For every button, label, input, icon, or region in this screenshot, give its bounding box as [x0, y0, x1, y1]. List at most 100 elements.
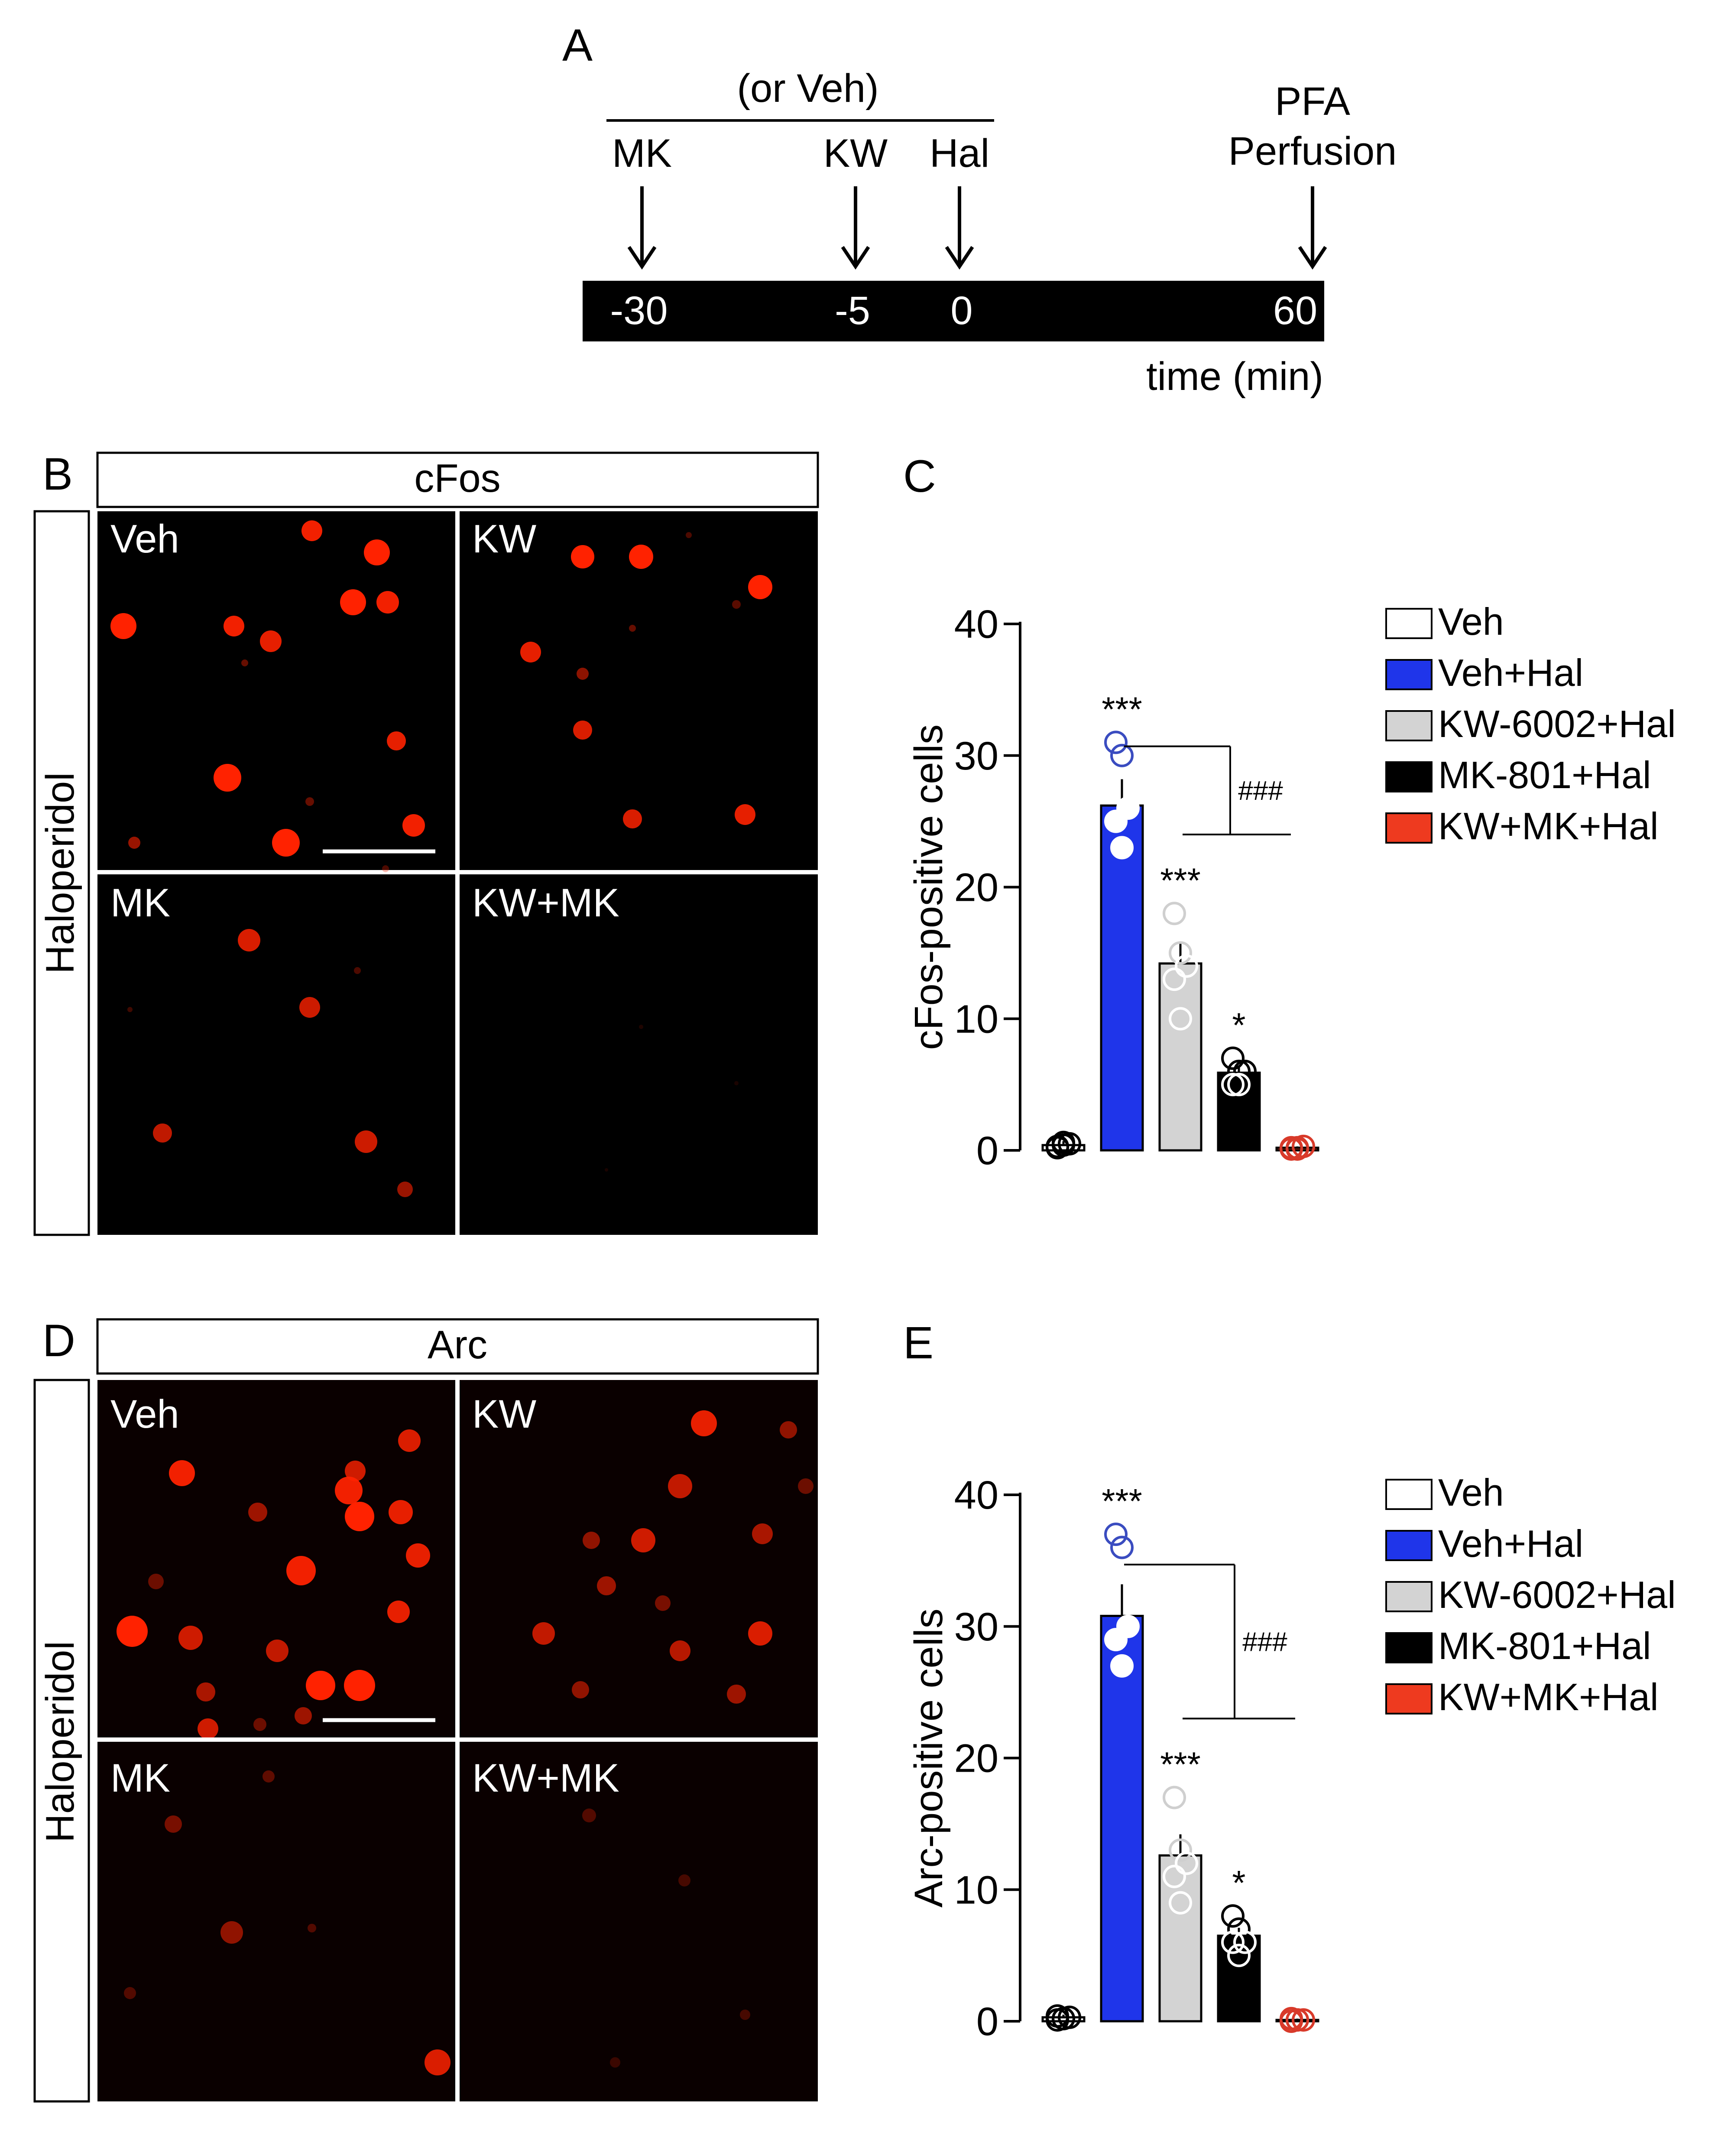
chart-e-legend-label: Veh: [1438, 1471, 1504, 1514]
micro-d-nucleus: [780, 1421, 797, 1438]
micro-d-nucleus: [668, 1474, 692, 1498]
chart-c-y-axis-label: cFos-positive cells: [907, 724, 951, 1050]
micro-b-side-label: Haloperidol: [38, 772, 82, 974]
micro-d-nucleus: [572, 1681, 589, 1698]
chart-c-data-point: [1227, 1059, 1251, 1083]
micro-d-nucleus: [117, 1616, 148, 1647]
chart-c-y-tick-label: 40: [954, 602, 998, 646]
chart-c-data-point: [1233, 1059, 1257, 1083]
chart-e-data-point: [1052, 2007, 1075, 2030]
micro-b-nucleus: [629, 545, 653, 569]
micro-d-nucleus: [727, 1685, 746, 1704]
chart-c-significance-label: ***: [1102, 690, 1142, 728]
chart-e-data-point: [1110, 1536, 1134, 1559]
micro-d-nucleus: [752, 1523, 773, 1544]
micro-d-tile-mk: MK: [110, 1756, 170, 1800]
chart-c-data-point: [1163, 968, 1186, 991]
micro-d-nucleus: [148, 1574, 164, 1589]
micro-d-nucleus: [610, 2057, 620, 2068]
chart-e-legend-label: KW+MK+Hal: [1438, 1675, 1659, 1718]
micro-d-nucleus: [387, 1601, 410, 1623]
micro-b-nucleus: [397, 1182, 413, 1197]
micro-d-header-box: [96, 1318, 819, 1375]
micro-d-nucleus: [748, 1621, 772, 1646]
time-axis-label: time (min): [1146, 354, 1323, 399]
chart-e-data-point: [1169, 1891, 1192, 1915]
micro-d-nucleus: [169, 1460, 195, 1486]
chart-c-legend: Veh Veh+Hal KW-6002+Hal MK-801+Hal KW+MK+Hal: [1385, 600, 1676, 847]
chart-c-bar: [1100, 804, 1144, 1152]
chart-e-data-point: [1227, 1944, 1251, 1968]
micro-b-header: cFos: [414, 456, 500, 500]
micro-d-nucleus: [196, 1682, 215, 1701]
chart-e-legend-swatch: [1385, 1479, 1433, 1510]
micro-d-nucleus: [124, 1987, 136, 1999]
timeline-bar: [583, 281, 1324, 341]
chart-e-significance-label: ***: [1160, 1745, 1200, 1784]
micro-b-nucleus: [734, 1081, 739, 1085]
micro-b-nucleus: [402, 814, 425, 837]
chart-e-data-point: [1233, 1930, 1257, 1954]
micro-d-nucleus: [335, 1477, 363, 1504]
micro-d-nucleus: [295, 1707, 312, 1724]
micro-b-nucleus: [153, 1123, 172, 1143]
micro-d-nucleus: [198, 1718, 218, 1739]
chart-e-legend-swatch: [1385, 1530, 1433, 1561]
chart-c-significance-label: ***: [1160, 861, 1200, 899]
chart-c-y-tick-label: 20: [954, 866, 998, 910]
chart-e-significance-label: ***: [1102, 1482, 1142, 1520]
chart-e-bar: [1100, 1614, 1144, 2023]
panel-letter-e: E: [903, 1318, 933, 1368]
micro-d-nucleus: [220, 1921, 243, 1944]
micro-d-nucleus: [631, 1528, 655, 1552]
panel-d-micrographs: D Arc Haloperidol Veh KW MK KW+MK: [33, 1315, 819, 2103]
micro-d-nucleus: [597, 1576, 616, 1595]
chart-e-bracket-label: ###: [1242, 1627, 1287, 1657]
panel-letter-c: C: [903, 451, 936, 502]
perfusion-label: Perfusion: [1228, 129, 1397, 173]
chart-e-data-point: [1163, 1864, 1186, 1888]
micro-d-nucleus: [655, 1595, 671, 1611]
chart-e-legend-label: MK-801+Hal: [1438, 1624, 1651, 1667]
micro-d-tile-veh: Veh: [110, 1392, 179, 1436]
chart-e-data-point: [1221, 1904, 1245, 1928]
micro-b-nucleus: [686, 532, 692, 538]
micro-b-nucleus: [364, 539, 390, 565]
chart-c-legend-swatch: [1385, 812, 1433, 844]
micro-d-nucleus: [344, 1670, 375, 1701]
micro-b-nucleus: [571, 545, 594, 568]
micro-b-nucleus: [748, 575, 772, 599]
chart-c-y-tick-label: 30: [954, 734, 998, 778]
pfa-label: PFA: [1275, 79, 1350, 123]
chart-c-legend-swatch: [1385, 608, 1433, 639]
micro-b-nucleus: [241, 659, 248, 666]
chart-c-data-point: [1046, 1134, 1069, 1158]
tick-label-neg30: -30: [610, 289, 668, 333]
chart-c-legend-label: Veh+Hal: [1438, 651, 1583, 694]
chart-e-data-point: [1227, 1917, 1251, 1941]
chart-e-legend-label: Veh+Hal: [1438, 1522, 1583, 1565]
micro-d-nucleus: [582, 1809, 596, 1822]
micro-b-nucleus: [605, 1168, 608, 1172]
micro-b-nucleus: [376, 591, 399, 614]
micro-b-nucleus: [260, 630, 282, 652]
micro-b-nucleus: [387, 731, 406, 750]
chart-c-data-point: [1227, 1073, 1251, 1097]
micro-d-nucleus: [398, 1429, 421, 1452]
chart-c-data-point: [1104, 731, 1128, 754]
chart-c-significance-label: *: [1232, 1006, 1245, 1044]
arrow-hal-icon: [945, 186, 974, 270]
micro-b-nucleus: [272, 829, 300, 857]
chart-e-y-tick-label: 20: [954, 1737, 998, 1781]
micro-b-nucleus: [639, 1025, 643, 1029]
chart-e-legend-label: KW-6002+Hal: [1438, 1573, 1676, 1616]
micro-d-nucleus: [263, 1770, 275, 1783]
micro-d-side-label: Haloperidol: [38, 1641, 82, 1842]
chart-c-data-point: [1163, 902, 1186, 925]
micro-d-nucleus: [532, 1622, 555, 1645]
chart-e-significance-label: *: [1232, 1864, 1245, 1902]
micro-b-header-box: [96, 451, 819, 508]
micro-b-nucleus: [573, 721, 592, 740]
chart-c-legend-label: Veh: [1438, 600, 1504, 643]
